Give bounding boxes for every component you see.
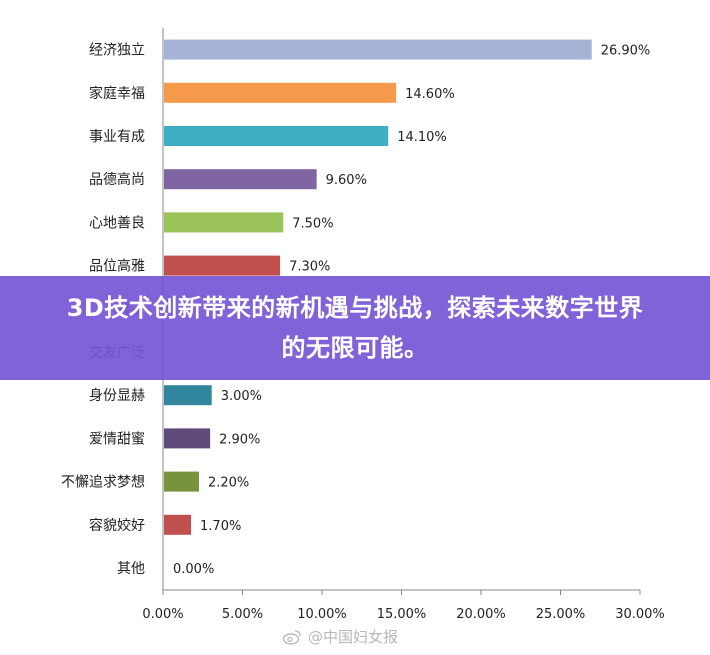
value-label: 7.30% — [289, 260, 330, 275]
bar — [164, 39, 592, 60]
value-label: 14.10% — [397, 130, 447, 145]
bar — [164, 471, 199, 492]
x-tick-label: 15.00% — [377, 607, 427, 622]
category-label: 不懈追求梦想 — [61, 474, 145, 491]
category-label: 经济独立 — [89, 43, 145, 59]
x-tick-label: 10.00% — [297, 607, 347, 622]
x-tick-label: 0.00% — [142, 607, 183, 622]
bar — [164, 514, 192, 535]
value-label: 2.20% — [208, 476, 249, 491]
category-label: 家庭幸福 — [89, 85, 145, 102]
category-label: 容貌姣好 — [89, 517, 145, 534]
value-label: 1.70% — [200, 519, 241, 534]
bar — [164, 126, 389, 146]
x-tick-label: 25.00% — [536, 607, 586, 622]
bar — [164, 169, 317, 190]
overlay-banner: 3D技术创新带来的新机遇与挑战，探索未来数字世界的无限可能。 — [0, 276, 710, 380]
value-label: 26.90% — [601, 44, 651, 59]
category-label: 爱情甜蜜 — [89, 431, 145, 447]
ticks-layer: 0.00% 5.00% 10.00% 15.00% 20.00% 25.00% 30.00% — [142, 590, 665, 622]
x-tick-label: 20.00% — [456, 607, 506, 622]
bar — [164, 82, 397, 103]
value-label: 2.90% — [219, 432, 260, 447]
x-tick-label: 30.00% — [615, 607, 665, 622]
category-label: 事业有成 — [89, 129, 145, 145]
value-label: 7.50% — [292, 216, 333, 231]
category-label: 品德高尚 — [89, 171, 145, 188]
category-label: 其他 — [117, 561, 145, 577]
bars-layer: 经济独立 26.90% 家庭幸福 14.60% 事业有成 14.10% 品德高尚 9.60% 心… — [61, 39, 651, 577]
x-tick-label: 5.00% — [222, 607, 263, 622]
value-label: 9.60% — [326, 173, 367, 188]
value-label: 3.00% — [221, 389, 262, 404]
banner-title: 3D技术创新带来的新机遇与挑战，探索未来数字世界的无限可能。 — [66, 294, 644, 362]
category-label: 心地善良 — [89, 215, 145, 231]
category-label: 品位高雅 — [89, 258, 145, 275]
bar — [164, 428, 211, 449]
weibo-icon — [282, 629, 301, 645]
watermark-text: @中国妇女报 — [308, 628, 399, 646]
bar — [164, 255, 281, 276]
bar — [164, 212, 284, 233]
watermark: @中国妇女报 — [282, 626, 398, 647]
category-label: 身份显赫 — [89, 388, 145, 404]
value-label: 14.60% — [405, 87, 455, 102]
bar — [164, 385, 212, 406]
value-label: 0.00% — [173, 562, 214, 577]
